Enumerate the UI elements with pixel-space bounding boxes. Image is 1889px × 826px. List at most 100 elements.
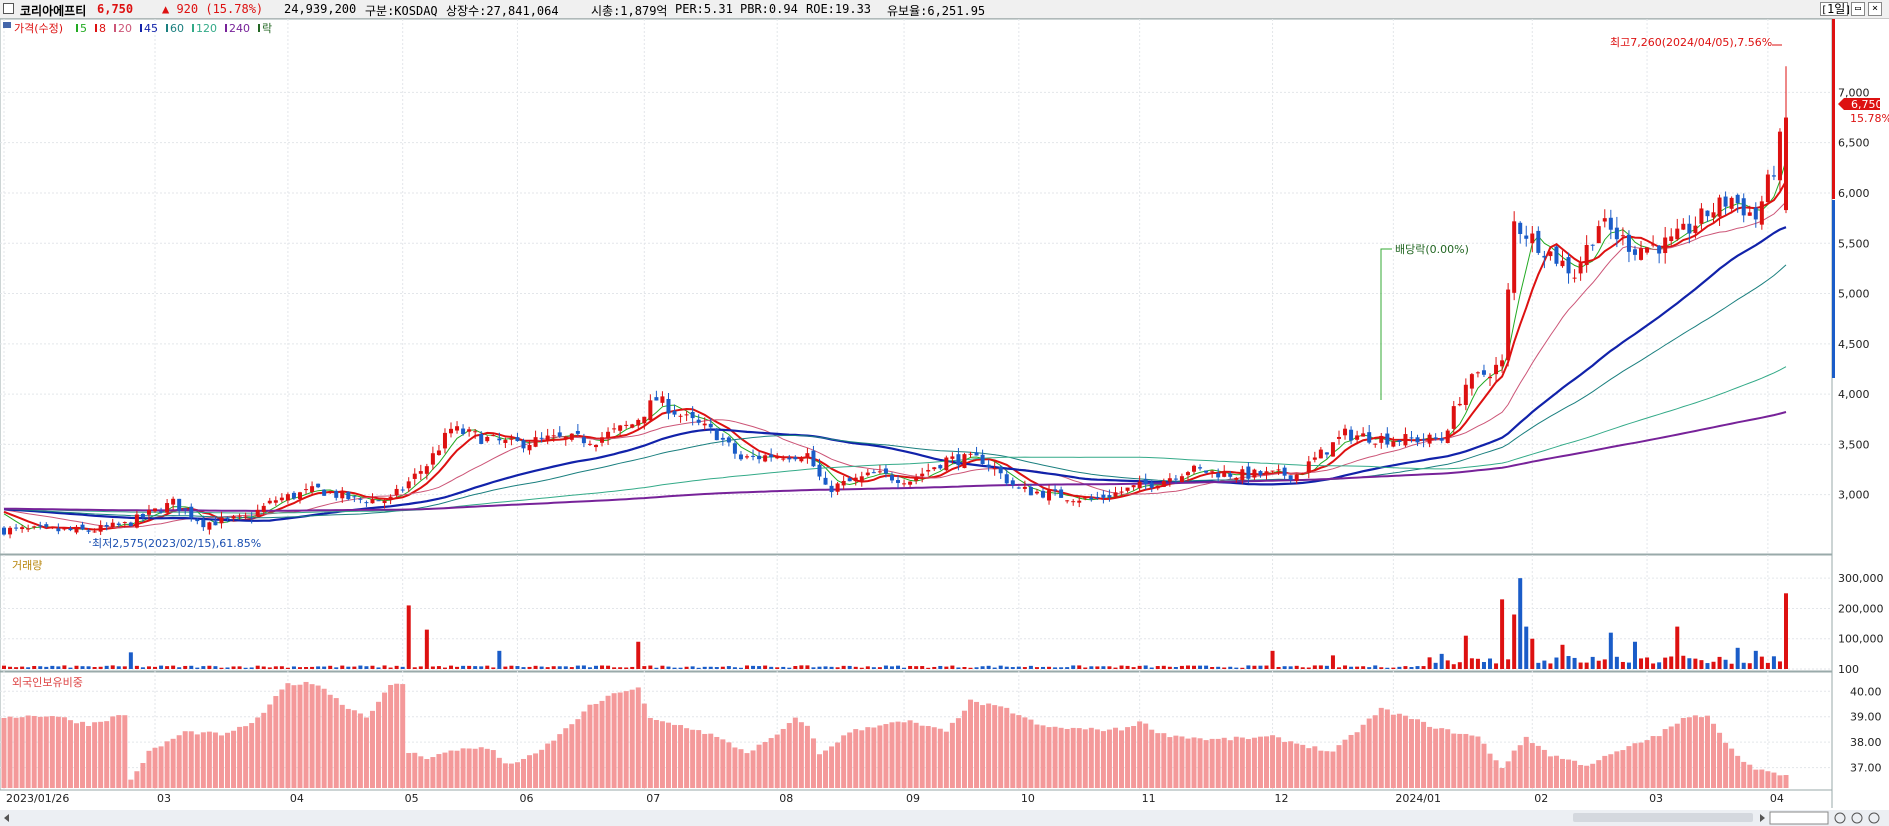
period-button[interactable]: [1일] [1820,2,1852,16]
candle-body [775,455,780,459]
volume-bar [1657,662,1662,669]
foreign-bar [1227,740,1233,788]
ma-legend-label: 20 [118,22,132,35]
volume-bar [376,667,381,669]
candle-body [793,457,798,460]
foreign-bar [478,747,484,788]
foreign-bar [1016,715,1022,788]
volume-bar [799,665,804,669]
candle-body [231,516,236,519]
candle-body [980,454,985,465]
close-icon[interactable]: × [1868,2,1882,16]
foreign-bar [1390,714,1396,788]
candle-body [545,435,550,441]
candle-body [932,467,937,470]
foreign-bar [1264,736,1270,788]
volume-bar [1264,665,1269,669]
foreign-bar [1396,713,1402,788]
foreign-bar [841,735,847,788]
candle-body [521,440,526,449]
candle-body [219,517,224,524]
foreign-bar [188,731,194,788]
zoom-slider[interactable] [1769,811,1829,825]
foreign-bar [291,685,297,788]
volume-bar [1463,635,1468,669]
candle-body [527,444,532,451]
foreign-bar [43,716,49,788]
scrollbar-track[interactable] [0,810,1889,826]
select-checkbox[interactable] [3,3,14,14]
candle-body [491,435,496,437]
foreign-bar [1052,726,1058,788]
foreign-bar [1475,736,1481,788]
volume-bar [1312,665,1317,669]
scroll-right-icon[interactable] [1760,814,1765,822]
panel-toggle-icon[interactable] [3,22,11,28]
candle-body [1173,478,1178,480]
ma-line-60 [3,264,1787,519]
foreign-bar [309,684,315,788]
volume-bar [1481,662,1486,669]
zoom-out-icon[interactable] [1834,812,1846,824]
foreign-bar [357,713,363,788]
volume-bar [86,666,91,669]
foreign-bar [388,685,394,788]
candle-body [376,500,381,502]
foreign-bar [1529,743,1535,788]
foreign-bar [605,695,611,788]
candle-body [328,491,333,494]
volume-bar [14,667,19,669]
candle-body [1276,469,1281,471]
volume-bar [195,667,200,669]
volume-bar [829,666,834,669]
candle-body [720,437,725,440]
scroll-left-icon[interactable] [4,814,9,822]
candle-body [165,503,170,513]
volume-bar [1675,626,1680,669]
candle-body [726,437,731,443]
candle-body [1379,435,1384,443]
volume-bar [1059,667,1064,669]
market-type: 구분:KOSDAQ [365,4,438,18]
volume-bar [1759,656,1764,669]
candle-body [1632,249,1637,255]
zoom-in-icon[interactable] [1868,812,1880,824]
foreign-bar [1022,717,1028,788]
foreign-bar [823,750,829,788]
candle-body [684,414,689,416]
foreign-bar [1251,737,1257,788]
candle-body [708,423,713,428]
candle-body [968,453,973,455]
candle-body [400,489,405,491]
foreign-bar [140,763,146,788]
candle-body [1228,473,1233,477]
candle-body [1494,364,1499,375]
volume-bar [436,666,441,669]
candle-body [1361,433,1366,437]
volume-bar [261,666,266,669]
volume-bar [1216,666,1221,669]
volume-bar [237,666,242,669]
candle-body [382,500,387,504]
candle-body [962,454,967,469]
foreign-bar [424,759,430,788]
foreign-bar [557,734,563,788]
restore-icon[interactable]: ▭ [1851,2,1865,16]
candle-body [1747,212,1752,216]
foreign-bar [1402,715,1408,788]
foreign-bar [1149,729,1155,788]
foreign-bar [255,717,261,788]
scrollbar-thumb[interactable] [1573,813,1753,822]
volume-bar [1004,666,1009,669]
candle-body [1016,487,1021,489]
candle-body [557,432,562,437]
volume-bar [1457,662,1462,669]
foreign-bar [243,726,249,788]
volume-bar [503,666,508,669]
foreign-bar [696,730,702,788]
candle-body [153,508,158,512]
zoom-reset-icon[interactable] [1851,812,1863,824]
candle-body [449,428,454,434]
foreign-bar [1372,715,1378,788]
